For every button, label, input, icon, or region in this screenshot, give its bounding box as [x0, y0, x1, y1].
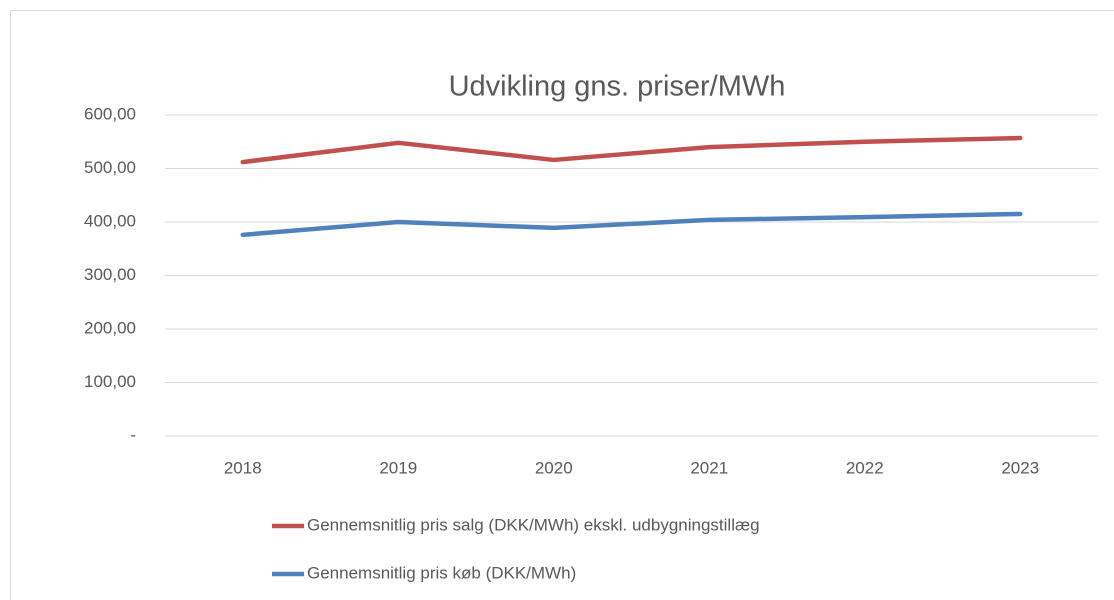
y-tick-label: 100,00 [84, 372, 136, 391]
y-tick-label: 300,00 [84, 265, 136, 284]
chart-frame [10, 10, 1114, 600]
y-tick-label: 200,00 [84, 318, 136, 337]
series-line [240, 211, 1023, 238]
y-tick-label: 600,00 [84, 104, 136, 123]
y-tick-label: - [130, 425, 136, 444]
x-tick-label: 2019 [379, 458, 417, 477]
x-tick-label: 2020 [535, 458, 573, 477]
x-tick-label: 2022 [846, 458, 884, 477]
x-tick-label: 2023 [1001, 458, 1039, 477]
y-tick-label: 400,00 [84, 211, 136, 230]
legend-label: Gennemsnitlig pris salg (DKK/MWh) ekskl.… [307, 515, 760, 534]
chart-title: Udvikling gns. priser/MWh [449, 71, 786, 103]
x-tick-label: 2021 [690, 458, 728, 477]
x-tick-label: 2018 [224, 458, 262, 477]
legend-label: Gennemsnitlig pris køb (DKK/MWh) [307, 563, 576, 582]
y-tick-label: 500,00 [84, 158, 136, 177]
series-line [240, 135, 1023, 165]
